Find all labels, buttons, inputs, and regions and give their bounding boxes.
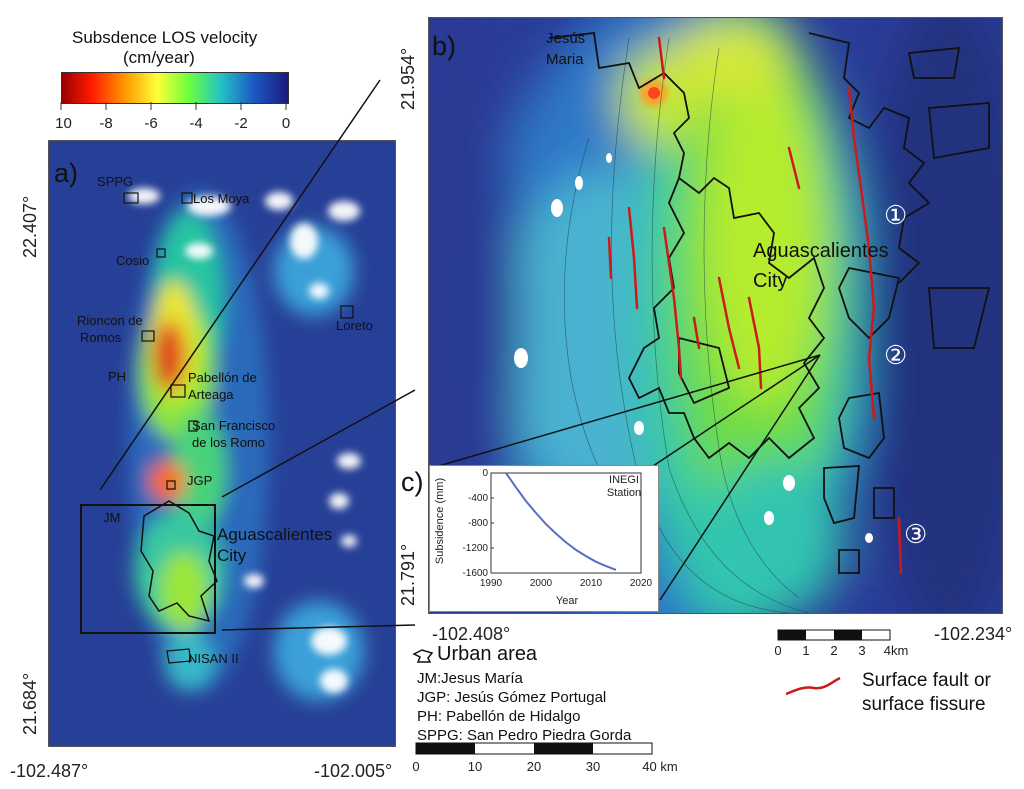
abbr-jgp: JGP: Jesús Gómez Portugal <box>417 689 607 706</box>
panel-b-label: b) <box>432 31 457 61</box>
chart-series-line <box>505 472 617 571</box>
city-aguascalientes-b-line1: Aguascalientes <box>753 240 889 262</box>
scalebar-a-tick: 30 <box>586 759 600 774</box>
legend-colorbar <box>61 72 289 104</box>
chart-y-tick: -800 <box>468 518 488 529</box>
town-jesus-maria-line2: Maria <box>546 51 584 68</box>
legend-tick: -2 <box>234 115 247 132</box>
legend-tick: -6 <box>144 115 157 132</box>
legend-tick: -4 <box>189 115 202 132</box>
chart-y-tick: 0 <box>482 468 488 479</box>
chart-y-tick: -400 <box>468 493 488 504</box>
chart-station-line2: Station <box>607 487 641 499</box>
chart-x-tick: 1990 <box>480 578 503 589</box>
legend-fault-line1: Surface fault or <box>862 670 991 691</box>
chart-x-tick: 2010 <box>580 578 603 589</box>
legend-tick: -8 <box>99 115 112 132</box>
abbr-jm: JM:Jesus María <box>417 670 523 687</box>
abbr-sppg: SPPG: San Pedro Piedra Gorda <box>417 727 632 744</box>
panel-a-label: a) <box>54 158 79 188</box>
panel-c-chart: Subsidence (mm) INEGI Station Year 0 -400… <box>434 468 653 607</box>
scalebar-a-tick: 40 km <box>642 759 677 774</box>
town-nisan: NISAN II <box>188 651 239 666</box>
abbr-ph: PH: Pabellón de Hidalgo <box>417 708 581 725</box>
town-jgp: JGP <box>187 473 213 488</box>
chart-x-tick: 2020 <box>630 578 653 589</box>
legend-fault-line2: surface fissure <box>862 694 986 715</box>
town-jesus-maria-line1: Jesús <box>546 30 586 47</box>
chart-y-tick: -1200 <box>462 543 488 554</box>
urban-area-icon <box>412 648 434 669</box>
chart-station-line1: INEGI <box>609 474 639 486</box>
scalebar-b-tick: 4km <box>884 643 909 658</box>
town-pabellon-line2: Arteaga <box>188 387 234 402</box>
town-los-moya: Los Moya <box>193 191 250 206</box>
legend-urban-area: Urban area <box>437 643 538 665</box>
panel-b-lon-left: -102.408° <box>432 624 511 644</box>
town-sppg: SPPG <box>97 174 134 189</box>
fault-legend-icon <box>785 676 841 696</box>
town-sanfran-line2: de los Romo <box>192 435 265 450</box>
chart-x-tick: 2000 <box>530 578 553 589</box>
scalebar-b-tick: 3 <box>858 643 865 658</box>
legend-tick: -10 <box>55 115 72 132</box>
panel-b-lon-right: -102.234° <box>934 624 1013 644</box>
town-jm: JM <box>103 510 121 525</box>
chart-y-tick: -1600 <box>462 568 488 579</box>
scalebar-a-tick: 10 <box>468 759 482 774</box>
panel-a-frame <box>48 140 396 747</box>
chart-x-label: Year <box>556 595 579 607</box>
marker-1: ① <box>884 200 908 230</box>
chart-y-label: Subsidence (mm) <box>434 478 446 564</box>
city-aguascalientes-b-line2: City <box>753 270 788 292</box>
scalebar-b-tick: 2 <box>830 643 837 658</box>
city-aguascalientes-a-line2: City <box>217 546 247 565</box>
legend-ticks: -10 -8 -6 -4 -2 0 <box>55 102 290 132</box>
scalebar-b: 0 1 2 3 4km <box>774 629 909 658</box>
town-ph: PH <box>108 369 127 384</box>
scalebar-a-tick: 0 <box>412 759 419 774</box>
panel-c-box <box>429 465 659 612</box>
town-rincon-line2: Romos <box>80 330 122 345</box>
scalebar-a-tick: 20 <box>527 759 541 774</box>
panel-c-label: c) <box>401 467 424 497</box>
town-cosio: Cosio <box>116 253 150 268</box>
town-rincon-line1: Rioncon de <box>77 313 143 328</box>
panel-a-map <box>49 141 395 746</box>
panel-a-lon-left: -102.487° <box>10 761 89 781</box>
town-pabellon-line1: Pabellón de <box>188 370 257 385</box>
scalebar-b-tick: 0 <box>774 643 781 658</box>
legend-title-line1: Subsdence LOS velocity <box>72 28 258 47</box>
town-loreto: Loreto <box>336 318 373 333</box>
city-aguascalientes-a-line1: Aguascalientes <box>217 525 333 544</box>
panel-a-lon-right: -102.005° <box>314 761 393 781</box>
legend-title-line2: (cm/year) <box>123 48 195 67</box>
marker-3: ③ <box>904 519 928 549</box>
marker-2: ② <box>884 340 908 370</box>
scalebar-b-tick: 1 <box>802 643 809 658</box>
town-sanfran-line1: San Francisco <box>192 418 276 433</box>
scalebar-a: 0 10 20 30 40 km <box>412 742 678 774</box>
legend-tick: 0 <box>282 115 290 132</box>
